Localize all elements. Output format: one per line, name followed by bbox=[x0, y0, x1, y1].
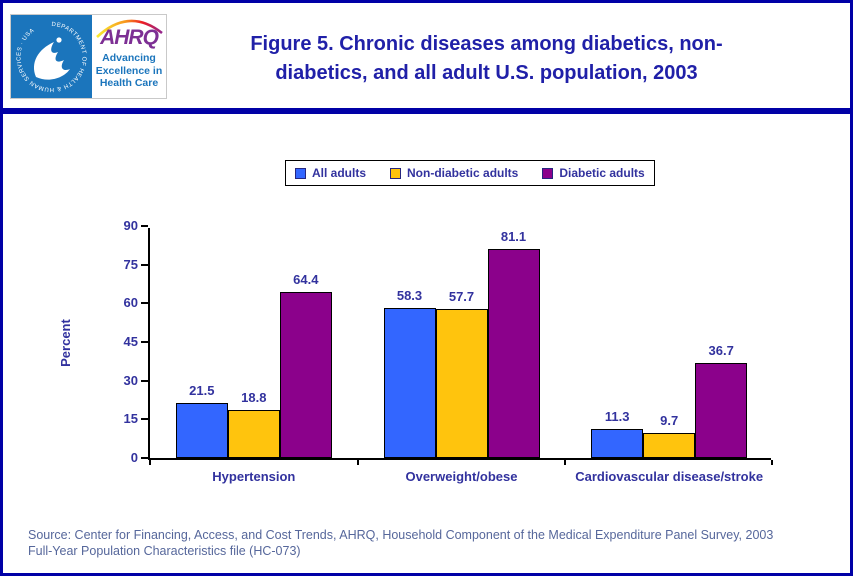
bar-non-diabetic-adults bbox=[643, 433, 696, 458]
legend-swatch-icon bbox=[295, 167, 306, 179]
bar-all-adults bbox=[175, 402, 228, 458]
rainbow-arc-icon bbox=[96, 19, 163, 38]
y-tick-label: 15 bbox=[123, 411, 138, 427]
bar-non-diabetic-adults bbox=[227, 409, 280, 458]
hhs-logo: DEPARTMENT OF HEALTH & HUMAN SERVICES · … bbox=[11, 15, 92, 98]
bar-value-label: 11.3 bbox=[604, 408, 630, 424]
category-label: Overweight/obese bbox=[405, 469, 518, 484]
legend-swatch-icon bbox=[390, 167, 402, 179]
x-tick-mark bbox=[564, 460, 567, 465]
legend-item-diabetic-adults: Diabetic adults bbox=[542, 166, 645, 180]
bar-value-label: 64.4 bbox=[293, 272, 319, 287]
bar-value-label: 21.5 bbox=[189, 382, 215, 398]
y-tick-label: 45 bbox=[123, 334, 138, 349]
y-tick-mark bbox=[141, 418, 148, 421]
ahrq-tagline-line: Advancing bbox=[102, 52, 156, 64]
legend-label: Diabetic adults bbox=[559, 166, 645, 180]
y-tick-label: 0 bbox=[130, 450, 138, 465]
ahrq-tagline-line: Excellence in bbox=[95, 64, 163, 77]
bar-diabetic-adults bbox=[487, 248, 540, 458]
bar-value-label: 57.7 bbox=[448, 289, 475, 305]
y-tick-mark bbox=[141, 225, 148, 227]
y-tick-mark bbox=[141, 379, 148, 382]
bar-value-label: 36.7 bbox=[708, 343, 734, 359]
bar-diabetic-adults bbox=[695, 363, 748, 458]
bar-non-diabetic-adults bbox=[435, 309, 488, 458]
header-divider bbox=[3, 108, 850, 114]
x-tick-mark bbox=[771, 460, 773, 465]
category-label: Hypertension bbox=[212, 469, 296, 484]
y-tick-mark bbox=[141, 263, 148, 266]
figure-title-line1: Figure 5. Chronic diseases among diabeti… bbox=[250, 33, 723, 55]
y-tick-mark bbox=[141, 457, 148, 459]
ahrq-logo: AHRQ Advancing Excellence in Health Care bbox=[92, 15, 166, 98]
y-axis-title: Percent bbox=[58, 319, 73, 367]
legend-label: All adults bbox=[312, 166, 367, 180]
hhs-eagle-icon: DEPARTMENT OF HEALTH & HUMAN SERVICES · … bbox=[16, 22, 86, 92]
y-tick-label: 30 bbox=[123, 372, 138, 388]
ahrq-tagline-line: Health Care bbox=[99, 77, 159, 89]
bar-value-label: 18.8 bbox=[241, 389, 267, 405]
legend-swatch-icon bbox=[542, 167, 554, 179]
plot-area: Percent 0 15 30 45 60 75 90 21.5 18.8 64.4 Hyperte… bbox=[58, 218, 773, 484]
y-tick-mark bbox=[141, 302, 148, 305]
figure-title-line2: diabetics, and all adult U.S. population… bbox=[275, 62, 698, 84]
source-note: Source: Center for Financing, Access, an… bbox=[28, 527, 825, 559]
category-label: Cardiovascular disease/stroke bbox=[575, 469, 764, 484]
y-tick-label: 90 bbox=[123, 218, 138, 233]
legend-item-non-diabetic-adults: Non-diabetic adults bbox=[390, 166, 518, 180]
ahrq-tagline: Advancing Excellence in Health Care bbox=[92, 52, 166, 90]
source-note-line1: Source: Center for Financing, Access, an… bbox=[28, 528, 774, 542]
x-tick-mark bbox=[149, 460, 151, 465]
y-tick-label: 75 bbox=[123, 256, 138, 272]
y-tick-label: 60 bbox=[123, 295, 138, 311]
bar-value-label: 58.3 bbox=[396, 287, 423, 303]
figure-title: Figure 5. Chronic diseases among diabeti… bbox=[173, 30, 800, 88]
y-tick-mark bbox=[141, 341, 148, 343]
legend-item-all-adults: All adults bbox=[295, 166, 366, 180]
source-note-line2: Full-Year Population Characteristics fil… bbox=[28, 544, 301, 558]
bar-value-label: 9.7 bbox=[660, 413, 679, 428]
legend-label: Non-diabetic adults bbox=[407, 166, 519, 180]
legend: All adults Non-diabetic adults Diabetic ad… bbox=[285, 160, 655, 186]
hhs-ahrq-logo: DEPARTMENT OF HEALTH & HUMAN SERVICES · … bbox=[10, 14, 167, 99]
bar-diabetic-adults bbox=[279, 292, 332, 458]
ahrq-acronym: AHRQ bbox=[100, 26, 159, 49]
bar-all-adults bbox=[591, 428, 644, 458]
bar-all-adults bbox=[383, 307, 436, 458]
x-tick-mark bbox=[356, 460, 359, 465]
bar-value-label: 81.1 bbox=[500, 228, 527, 244]
